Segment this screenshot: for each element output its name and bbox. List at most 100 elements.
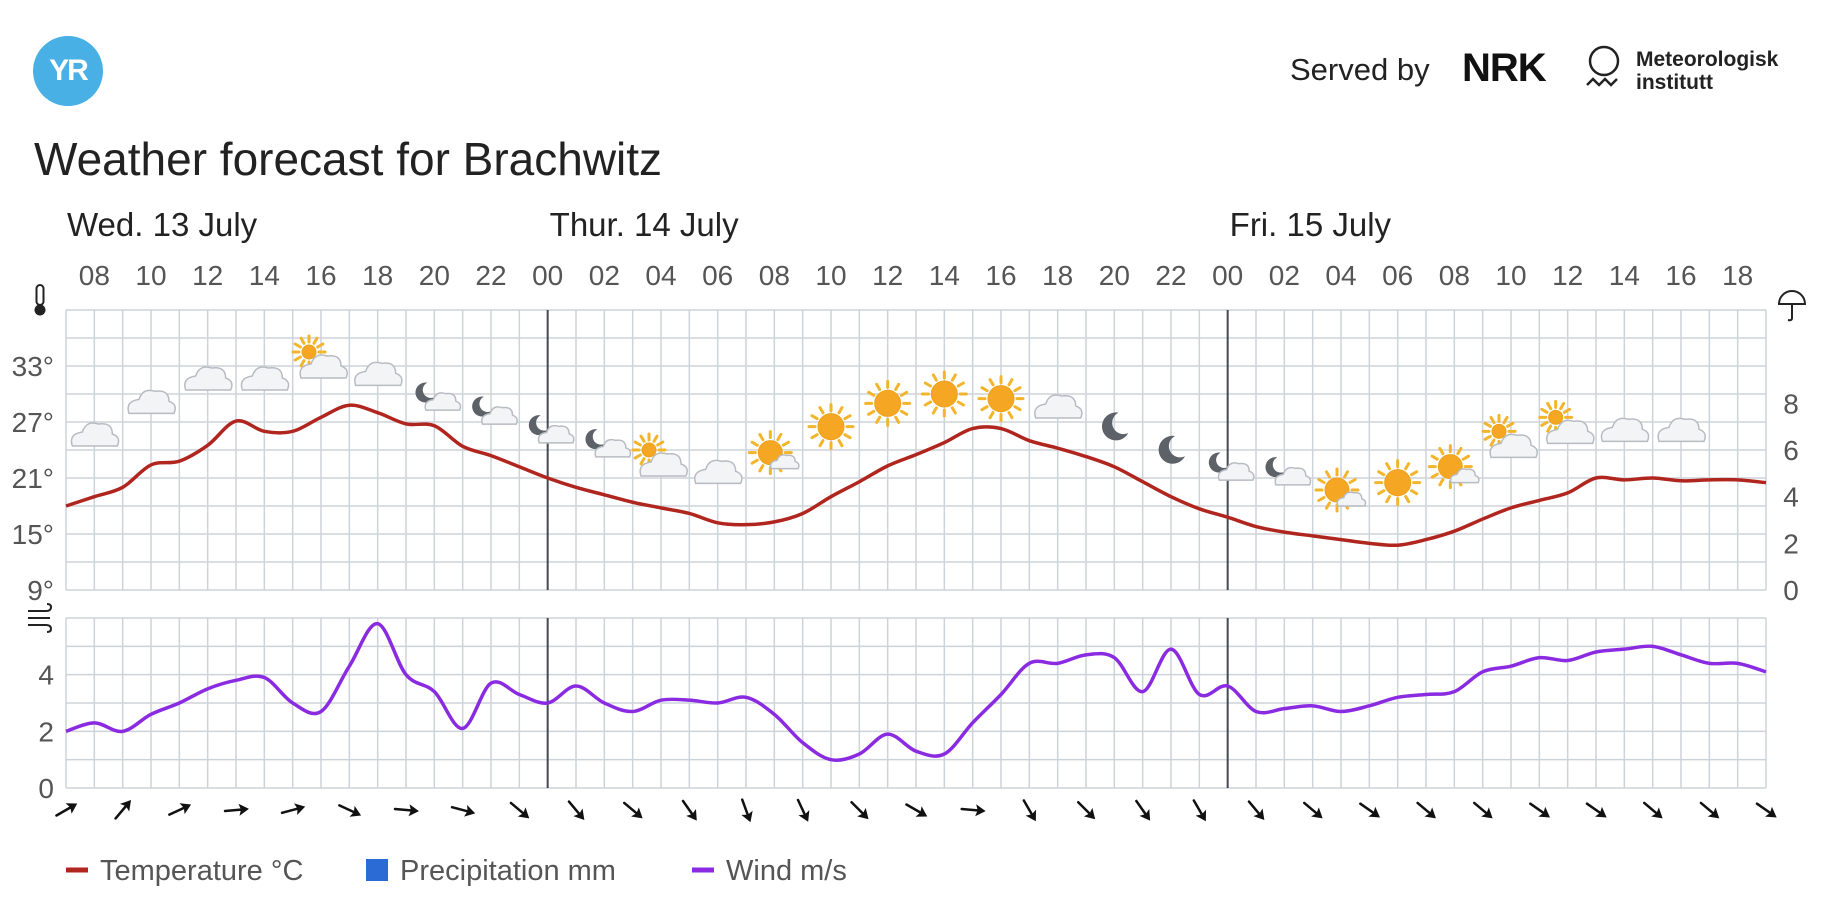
wind-arrow-head [119, 800, 132, 812]
sun-ray [875, 382, 882, 391]
wind-arrow-icon [960, 804, 986, 817]
hour-tick-label: 14 [249, 260, 280, 291]
thermometer-icon [34, 284, 46, 316]
legend: Temperature °C Precipitation mm Wind m/s [66, 855, 847, 887]
sun-ray [1546, 424, 1553, 433]
thermometer-bulb [34, 304, 46, 316]
grid [65, 309, 1767, 789]
wind-arrow-icon [1585, 802, 1607, 818]
cloud-shape [70, 422, 120, 447]
wind-arrow-icon [1135, 799, 1151, 821]
cloud-icon [240, 366, 290, 391]
cloud-shape [240, 366, 290, 391]
sun-ray [1410, 489, 1419, 496]
sun-ray [900, 390, 909, 397]
sun-ray [894, 382, 901, 391]
sun-icon [1374, 459, 1422, 507]
sun-disc [641, 442, 657, 458]
y-axes: 9° 15° 21° 27° 33° 0 2 4 6 8 0 2 4 [12, 284, 1807, 804]
sun-ray [750, 458, 759, 465]
sun-ray [1483, 434, 1492, 441]
sun-disc [1548, 409, 1564, 425]
cloud-shape [299, 354, 348, 379]
sun-ray [776, 432, 783, 442]
sun-ray [1438, 478, 1445, 487]
wind-arrow-icon [509, 801, 530, 819]
weather-symbols [70, 334, 1706, 513]
partly-cloudy-night-icon [1208, 452, 1255, 481]
sun-ray [818, 439, 825, 448]
hour-tick-label: 10 [1495, 260, 1526, 291]
wind-arrow-icon [114, 800, 132, 820]
sun-ray [1007, 378, 1014, 387]
wind-arrow-icon [1699, 801, 1720, 819]
sun-ray [1317, 496, 1326, 502]
wind-arrow-icon [1755, 802, 1777, 818]
sun-ray [1385, 462, 1392, 471]
moon-shape [585, 429, 605, 450]
sun-ray [1013, 405, 1022, 412]
cloud-icon [1657, 417, 1706, 443]
sun-ray [1007, 411, 1014, 420]
sun-disc [1491, 423, 1507, 439]
sun-ray [652, 434, 659, 443]
wind-tick-label: 2 [38, 716, 54, 747]
sun-ray [293, 342, 302, 349]
legend-item: Precipitation mm [366, 855, 616, 887]
cloud-shape [1546, 419, 1595, 445]
sun-ray [1385, 495, 1392, 504]
sun-ray [988, 411, 995, 420]
sun-ray [781, 440, 791, 447]
hour-tick-label: 08 [79, 260, 110, 291]
wind-line [28, 603, 53, 612]
met-institute-logo[interactable]: Meteorologisk institutt [1636, 48, 1778, 94]
sun-icon [807, 403, 855, 451]
cloud-shape [184, 366, 233, 391]
yr-logo[interactable]: YR [33, 36, 103, 106]
sun-behind-cloud-icon [1314, 467, 1367, 513]
hour-tick-label: 10 [135, 260, 166, 291]
legend-item: Wind m/s [692, 855, 847, 887]
wind-arrow-head [1368, 806, 1380, 818]
met-line-2: institutt [1636, 71, 1713, 94]
hour-tick-label: 08 [1439, 260, 1470, 291]
met-line-1: Meteorologisk [1636, 48, 1779, 71]
cloud-icon [70, 422, 120, 447]
wind-line [65, 621, 1767, 762]
cloud-shape [424, 392, 462, 411]
umbrella-canopy [1777, 290, 1807, 305]
wind-arrow-head [1311, 807, 1323, 819]
sun-ray [988, 378, 995, 387]
sun-ray [843, 414, 852, 421]
hour-tick-label: 12 [1552, 260, 1583, 291]
wind-icon [28, 603, 53, 633]
sun-ray [956, 400, 965, 407]
sun-ray [867, 409, 876, 416]
wind-arrow-head [1707, 807, 1720, 819]
moon-shape [1208, 452, 1228, 473]
sun-ray [1325, 501, 1331, 510]
sun-ray [1377, 489, 1386, 496]
partly-cloudy-night-icon [472, 396, 518, 425]
moon-shape [1158, 435, 1185, 464]
cloud-shape [481, 406, 518, 425]
sun-ray [818, 406, 825, 415]
cloud-shape [1336, 491, 1367, 507]
wind-arrow-icon [1022, 799, 1037, 822]
sun-ray [1430, 472, 1439, 479]
wind-arrow-icon [567, 800, 585, 820]
served-by-label: Served by [1290, 52, 1430, 87]
temperature-line [65, 403, 1767, 548]
partly-cloudy-night-icon [585, 429, 632, 458]
wind-arrow-head [1651, 807, 1663, 819]
wind-arrow-icon [1192, 799, 1207, 822]
wind-line [28, 624, 53, 633]
sun-ray [900, 409, 909, 416]
wind-arrow-icon [223, 803, 249, 816]
sun-ray [1483, 421, 1492, 428]
moon-shape [1101, 412, 1129, 441]
nrk-logo[interactable]: NRK [1462, 46, 1547, 90]
hour-tick-label: 22 [475, 260, 506, 291]
temperature-tick-label: 9° [27, 575, 54, 606]
hour-tick-label: 00 [1212, 260, 1243, 291]
